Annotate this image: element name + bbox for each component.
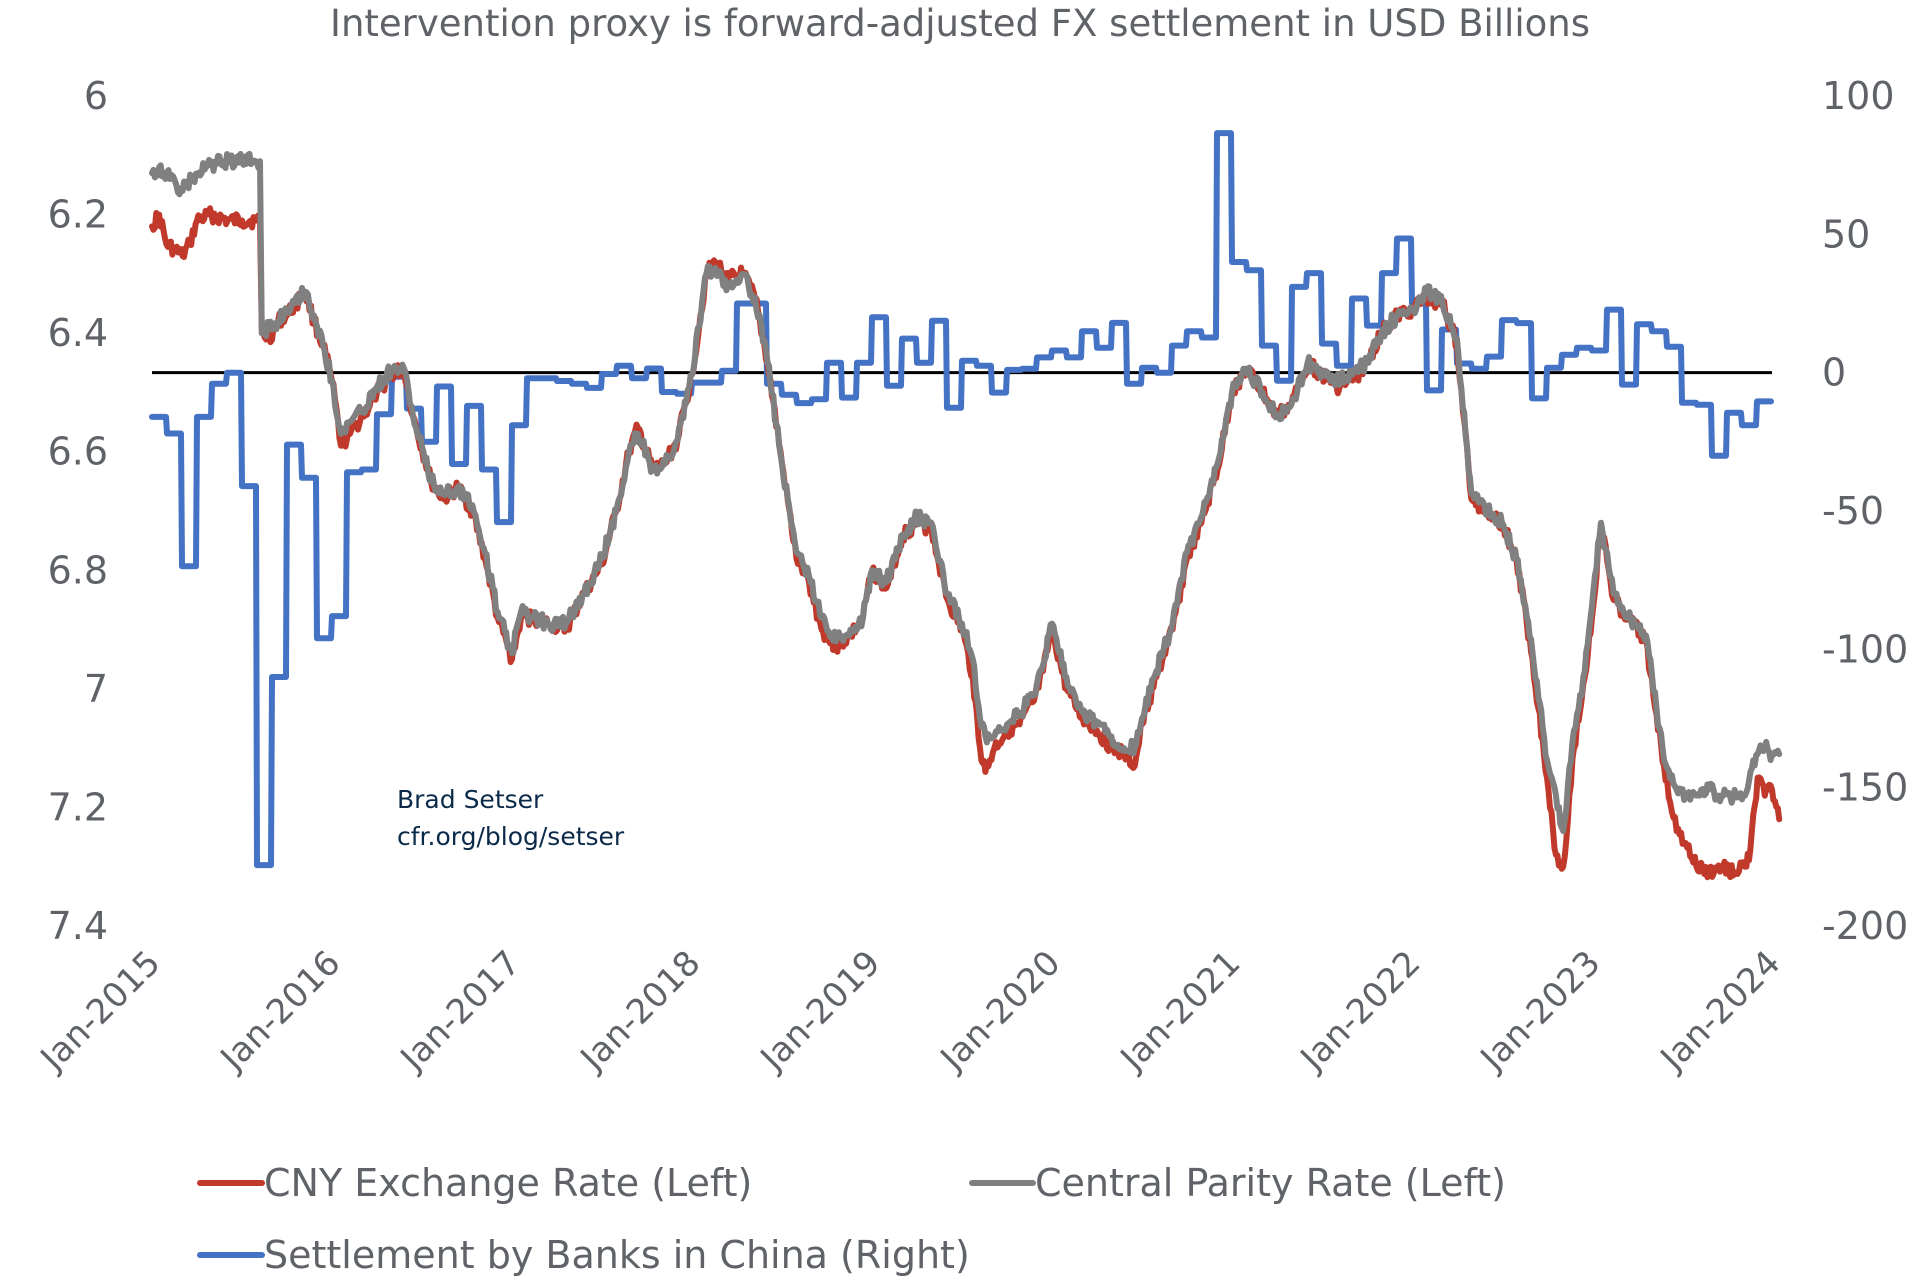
legend-label-cpr: Central Parity Rate (Left) <box>1035 1161 1506 1205</box>
legend: CNY Exchange Rate (Left) Central Parity … <box>197 1161 1506 1277</box>
left-tick-label: 7.2 <box>48 785 108 829</box>
right-tick-label: 50 <box>1822 212 1870 256</box>
left-tick-label: 6.6 <box>48 430 108 474</box>
x-tick-label: Jan-2022 <box>1292 943 1429 1080</box>
right-tick-label: -50 <box>1822 489 1884 533</box>
x-tick-label: Jan-2024 <box>1652 943 1789 1080</box>
series-line-cpr <box>149 150 1783 835</box>
legend-item-settlement[interactable]: Settlement by Banks in China (Right) <box>197 1233 970 1277</box>
x-tick-label: Jan-2018 <box>572 943 709 1080</box>
left-axis: 6 6.2 6.4 6.6 6.8 7 7.2 7.4 <box>48 74 108 948</box>
legend-label-cny: CNY Exchange Rate (Left) <box>264 1161 752 1205</box>
legend-item-cny[interactable]: CNY Exchange Rate (Left) <box>197 1161 752 1205</box>
legend-label-settlement: Settlement by Banks in China (Right) <box>264 1233 970 1277</box>
watermark: Brad Setser cfr.org/blog/setser <box>397 785 625 851</box>
legend-item-cpr[interactable]: Central Parity Rate (Left) <box>969 1161 1506 1205</box>
left-tick-label: 6.4 <box>48 311 108 355</box>
right-axis: 100 50 0 -50 -100 -150 -200 <box>1822 74 1908 948</box>
x-tick-label: Jan-2016 <box>212 943 349 1080</box>
plot-area <box>149 130 1783 881</box>
x-axis: Jan-2015 Jan-2016 Jan-2017 Jan-2018 Jan-2019… <box>32 943 1789 1080</box>
series-line-cny <box>149 205 1783 881</box>
watermark-url: cfr.org/blog/setser <box>397 822 625 851</box>
chart-title: Intervention proxy is forward-adjusted F… <box>330 2 1590 45</box>
series-line-settlement <box>149 130 1774 869</box>
x-tick-label: Jan-2019 <box>752 943 889 1080</box>
left-tick-label: 7 <box>84 667 108 711</box>
right-tick-label: -200 <box>1822 904 1908 948</box>
right-tick-label: -150 <box>1822 766 1908 810</box>
x-tick-label: Jan-2017 <box>392 943 529 1080</box>
x-tick-label: Jan-2015 <box>32 943 169 1080</box>
x-tick-label: Jan-2021 <box>1112 943 1249 1080</box>
x-tick-label: Jan-2020 <box>932 943 1069 1080</box>
right-tick-label: 100 <box>1822 74 1895 118</box>
watermark-author: Brad Setser <box>397 785 544 814</box>
left-tick-label: 6 <box>84 74 108 118</box>
left-tick-label: 6.8 <box>48 548 108 592</box>
right-tick-label: 0 <box>1822 351 1846 395</box>
x-tick-label: Jan-2023 <box>1472 943 1609 1080</box>
right-tick-label: -100 <box>1822 627 1908 671</box>
left-tick-label: 7.4 <box>48 904 108 948</box>
left-tick-label: 6.2 <box>48 193 108 237</box>
